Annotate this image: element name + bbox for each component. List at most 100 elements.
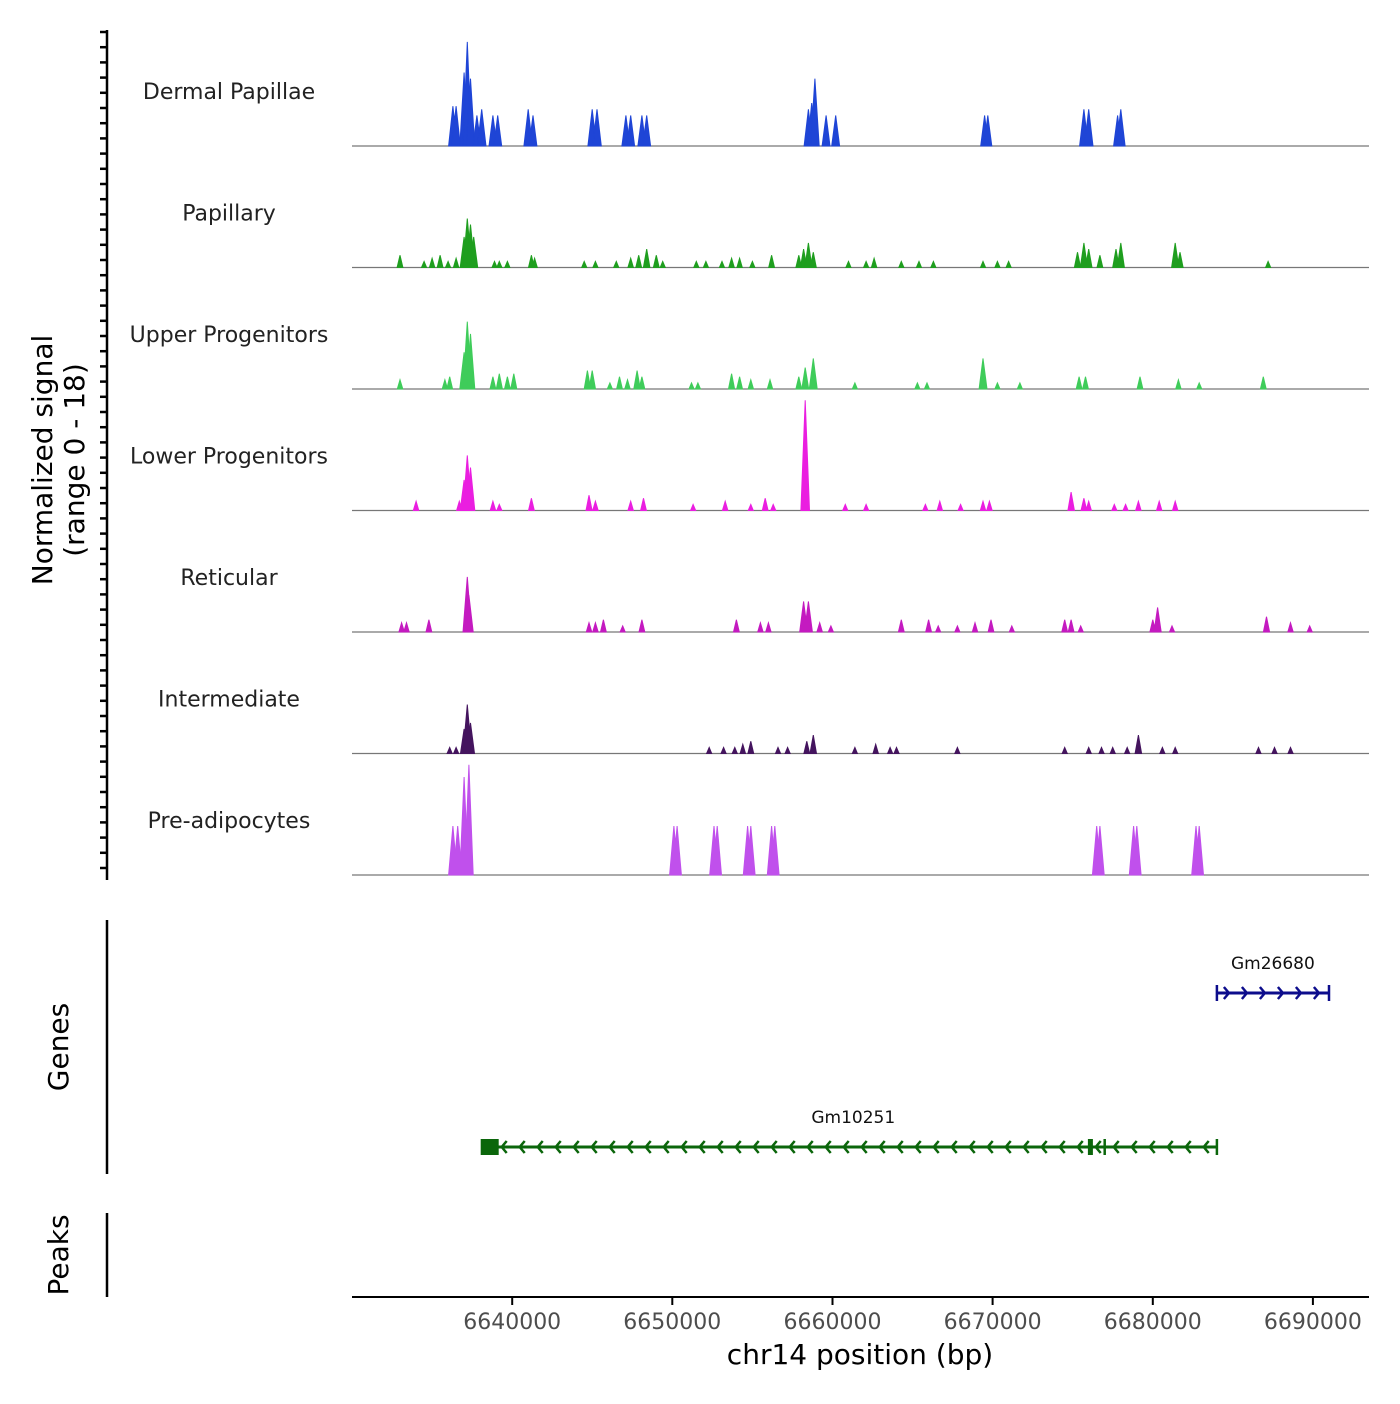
gene-annotations: Gm26680 Gm10251 — [480, 954, 1331, 1155]
signal-peak — [464, 595, 474, 633]
strand-arrow-icon — [1040, 1140, 1048, 1154]
strand-arrow-icon — [1240, 986, 1249, 1000]
signal-peak — [1115, 109, 1126, 147]
track-papillary: Papillary — [182, 202, 1369, 269]
signal-peak — [446, 376, 454, 390]
x-tick-label: 6690000 — [1264, 1310, 1362, 1335]
signal-peak — [1005, 260, 1012, 268]
strand-arrow-icon — [788, 1140, 796, 1154]
signal-peak — [495, 373, 504, 390]
signal-peak — [592, 621, 599, 633]
strand-arrow-icon — [1184, 1140, 1192, 1154]
signal-peak — [986, 499, 993, 511]
signal-peak — [652, 255, 660, 268]
signal-peak — [705, 746, 713, 754]
signal-peak — [396, 378, 404, 390]
signal-peak — [626, 115, 636, 147]
signal-peak — [531, 256, 538, 268]
signal-peak — [766, 378, 774, 390]
signal-peak — [1171, 746, 1179, 754]
strand-arrow-icon — [1130, 1140, 1138, 1154]
strand-arrow-icon — [1076, 1140, 1084, 1154]
signal-peak — [978, 358, 988, 390]
strand-arrow-icon — [806, 1140, 814, 1154]
strand-arrow-icon — [1294, 986, 1303, 1000]
signal-peak — [897, 619, 905, 633]
signal-peak — [694, 381, 702, 390]
signal-peak — [1287, 746, 1294, 754]
strand-arrow-icon — [1276, 986, 1285, 1000]
signal-peak — [784, 746, 791, 754]
signal-peak — [1111, 503, 1118, 511]
signal-peak — [922, 503, 929, 511]
signal-peak — [845, 260, 852, 268]
track-intermediate: Intermediate — [158, 688, 1369, 755]
strand-arrow-icon — [1222, 986, 1231, 1000]
signal-peak — [1077, 624, 1085, 633]
signal-peak — [606, 381, 614, 390]
signal-peak — [800, 400, 811, 511]
strand-arrow-icon — [1112, 1140, 1120, 1154]
signal-peak — [810, 78, 820, 147]
signal-peak — [635, 255, 643, 268]
gene-name-label: Gm10251 — [811, 1108, 895, 1128]
strand-arrow-icon — [1258, 986, 1267, 1000]
strand-arrow-icon — [662, 1140, 670, 1154]
track-dermal-papillae: Dermal Papillae — [143, 41, 1369, 147]
signal-peak — [898, 260, 905, 268]
signal-peak — [639, 498, 648, 511]
signal-peak — [1067, 619, 1075, 633]
signal-peak — [761, 498, 769, 511]
signal-peak — [1061, 619, 1069, 633]
signal-peak — [1085, 746, 1093, 754]
signal-peak — [994, 260, 1001, 268]
x-tick-label: 6650000 — [623, 1310, 721, 1335]
gene-exon-block — [480, 1139, 499, 1155]
signal-peak — [451, 106, 461, 147]
signal-peak — [1171, 242, 1180, 268]
signal-peak — [831, 115, 841, 147]
signal-peak — [1134, 499, 1142, 511]
signal-peak — [441, 378, 449, 390]
signal-peak — [768, 255, 776, 268]
signal-peak — [757, 621, 764, 633]
peaks-panel-label: Peaks — [42, 1214, 75, 1295]
signal-peak — [851, 381, 859, 390]
signal-peak — [994, 381, 1001, 390]
strand-arrow-icon — [590, 1140, 598, 1154]
signal-peak — [914, 381, 921, 390]
signal-peak — [1085, 499, 1093, 511]
signal-peak — [642, 115, 652, 147]
strand-arrow-icon — [770, 1140, 778, 1154]
track-lower-progenitors: Lower Progenitors — [130, 400, 1369, 512]
strand-arrow-icon — [1202, 1140, 1210, 1154]
signal-peak — [1061, 746, 1069, 754]
signal-peak — [862, 260, 870, 268]
signal-peak — [954, 624, 961, 633]
signal-peak — [1255, 746, 1262, 754]
signal-peak — [712, 825, 723, 876]
signal-peak — [1159, 746, 1166, 754]
signal-peak — [465, 467, 476, 511]
signal-peak — [732, 619, 740, 633]
signal-peak — [803, 601, 813, 633]
signal-peak — [1176, 252, 1184, 268]
signal-peak — [1259, 376, 1267, 390]
signal-peak — [808, 358, 818, 390]
strand-arrow-icon — [842, 1140, 850, 1154]
signal-peak — [624, 378, 631, 390]
signal-peak — [915, 260, 923, 268]
signal-peak — [739, 742, 747, 754]
gene-gm26680: Gm26680 — [1215, 954, 1331, 1001]
signal-peak — [585, 495, 593, 511]
x-tick-label: 6660000 — [784, 1310, 882, 1335]
strand-arrow-icon — [644, 1140, 652, 1154]
strand-arrow-icon — [554, 1140, 562, 1154]
signal-peak — [870, 256, 878, 268]
x-axis-title: chr14 position (bp) — [727, 1338, 993, 1371]
signal-peak — [1083, 109, 1094, 147]
signal-y-axis-ticks — [100, 30, 107, 870]
signal-peak — [1175, 378, 1182, 390]
signal-peak — [736, 256, 743, 268]
signal-peak — [1195, 381, 1203, 390]
